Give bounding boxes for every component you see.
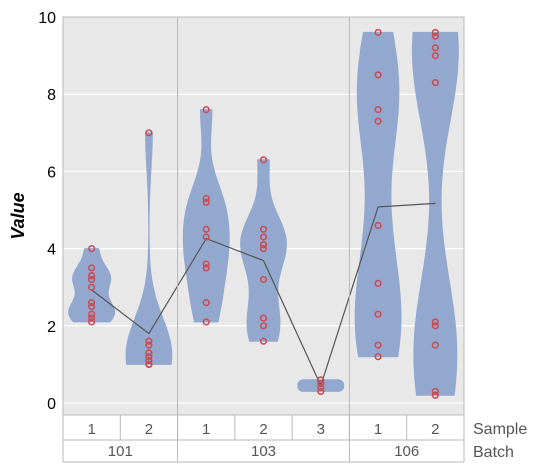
data-point [202,260,210,268]
category-axis: 1 2 1 2 3 1 2 101 103 106 [62,415,465,463]
violin-101-1 [68,248,116,323]
data-point [259,241,268,249]
data-point [145,356,153,365]
data-point [317,376,325,384]
data-point [317,387,325,396]
data-point [145,337,153,345]
data-point [317,383,325,392]
data-point [202,264,210,272]
data-point [88,302,96,311]
violin-103-2 [240,159,287,342]
sample-label: 1 [202,421,210,438]
data-point [317,380,325,388]
data-point [259,225,268,233]
data-point [88,310,96,318]
data-point [88,275,96,284]
batch-label: 101 [108,443,133,460]
plot-frame [62,16,465,416]
level-name-sample: Sample [473,421,527,438]
sample-label: 2 [259,421,267,438]
data-point [88,272,96,280]
sample-label: 2 [431,421,439,438]
y-axis-label: Value [8,192,28,239]
batch-label: 103 [251,443,276,460]
data-point [202,198,210,206]
y-tick-label: 6 [47,164,56,181]
data-point [145,129,153,137]
data-point [374,310,382,318]
data-point [202,106,210,114]
data-point [202,299,210,307]
data-point [259,245,268,253]
data-point [374,106,382,114]
sample-label: 1 [374,421,382,438]
data-point [374,71,382,79]
y-tick-label: 0 [47,396,56,413]
data-point [88,264,96,272]
data-point [259,337,268,345]
data-point [145,349,153,357]
sample-label: 1 [87,421,95,438]
data-point [374,279,382,287]
data-point [88,314,96,322]
violin-106-2 [411,31,459,396]
y-tick-label: 2 [47,319,56,336]
y-axis-ticks: 0 2 4 6 8 10 [38,10,56,413]
data-point [259,314,268,322]
data-point [259,156,268,164]
violin-106-1 [354,31,402,358]
batch-dividers [177,17,350,462]
data-point [431,44,439,52]
data-point [431,51,439,60]
data-point [202,225,210,233]
data-point [259,322,268,330]
y-tick-label: 4 [47,242,56,259]
data-point [202,318,210,326]
data-point [88,318,96,326]
data-point [145,360,153,369]
mean-connector-line [91,202,436,388]
violin-103-1 [182,109,230,323]
sample-label: 2 [145,421,153,438]
data-point [374,341,382,349]
data-point [259,275,268,284]
data-point [88,299,96,307]
data-point [145,353,153,361]
data-point [145,341,153,349]
data-point [259,233,268,241]
data-point [431,322,439,330]
data-point [431,391,439,399]
data-point [431,318,439,326]
data-point [374,353,382,361]
data-point [431,387,439,396]
y-tick-label: 8 [47,87,56,104]
data-point [431,32,439,40]
level-name-batch: Batch [473,444,514,461]
data-points [88,28,439,399]
batch-label: 106 [394,443,419,460]
data-point [88,283,96,291]
sample-label: 3 [317,421,325,438]
data-point [88,245,96,253]
data-point [374,28,382,37]
data-point [202,233,210,241]
data-point [431,28,439,37]
data-point [374,117,382,125]
data-point [374,221,382,230]
data-point [202,194,210,203]
data-point [431,79,439,87]
data-point [431,341,439,349]
y-tick-label: 10 [38,10,56,27]
